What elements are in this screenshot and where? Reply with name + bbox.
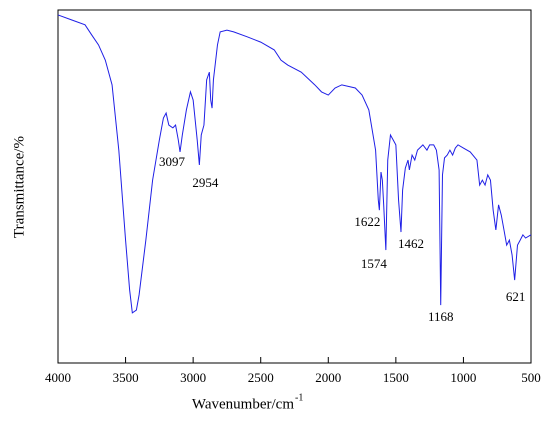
x-axis-label-sup: -1	[295, 392, 303, 403]
x-tick-label: 1000	[450, 370, 476, 385]
x-axis-label: Wavenumber/cm	[192, 396, 294, 412]
peak-label: 1462	[398, 236, 424, 251]
x-tick-label: 3500	[113, 370, 139, 385]
peak-label: 621	[506, 289, 526, 304]
x-tick-label: 500	[521, 370, 541, 385]
peak-label: 3097	[159, 154, 186, 169]
peak-label: 1574	[361, 256, 388, 271]
plot-frame	[57, 9, 532, 364]
peak-label: 1622	[354, 214, 380, 229]
spectrum-line	[57, 14, 532, 314]
x-tick-label: 2500	[248, 370, 274, 385]
peak-label: 2954	[192, 175, 219, 190]
x-tick-label: 2000	[315, 370, 341, 385]
x-tick-label: 4000	[45, 370, 71, 385]
y-axis-label: Transmittance/%	[11, 136, 27, 238]
x-tick-label: 1500	[383, 370, 409, 385]
x-tick-label: 3000	[180, 370, 206, 385]
peak-label: 1168	[428, 309, 454, 324]
